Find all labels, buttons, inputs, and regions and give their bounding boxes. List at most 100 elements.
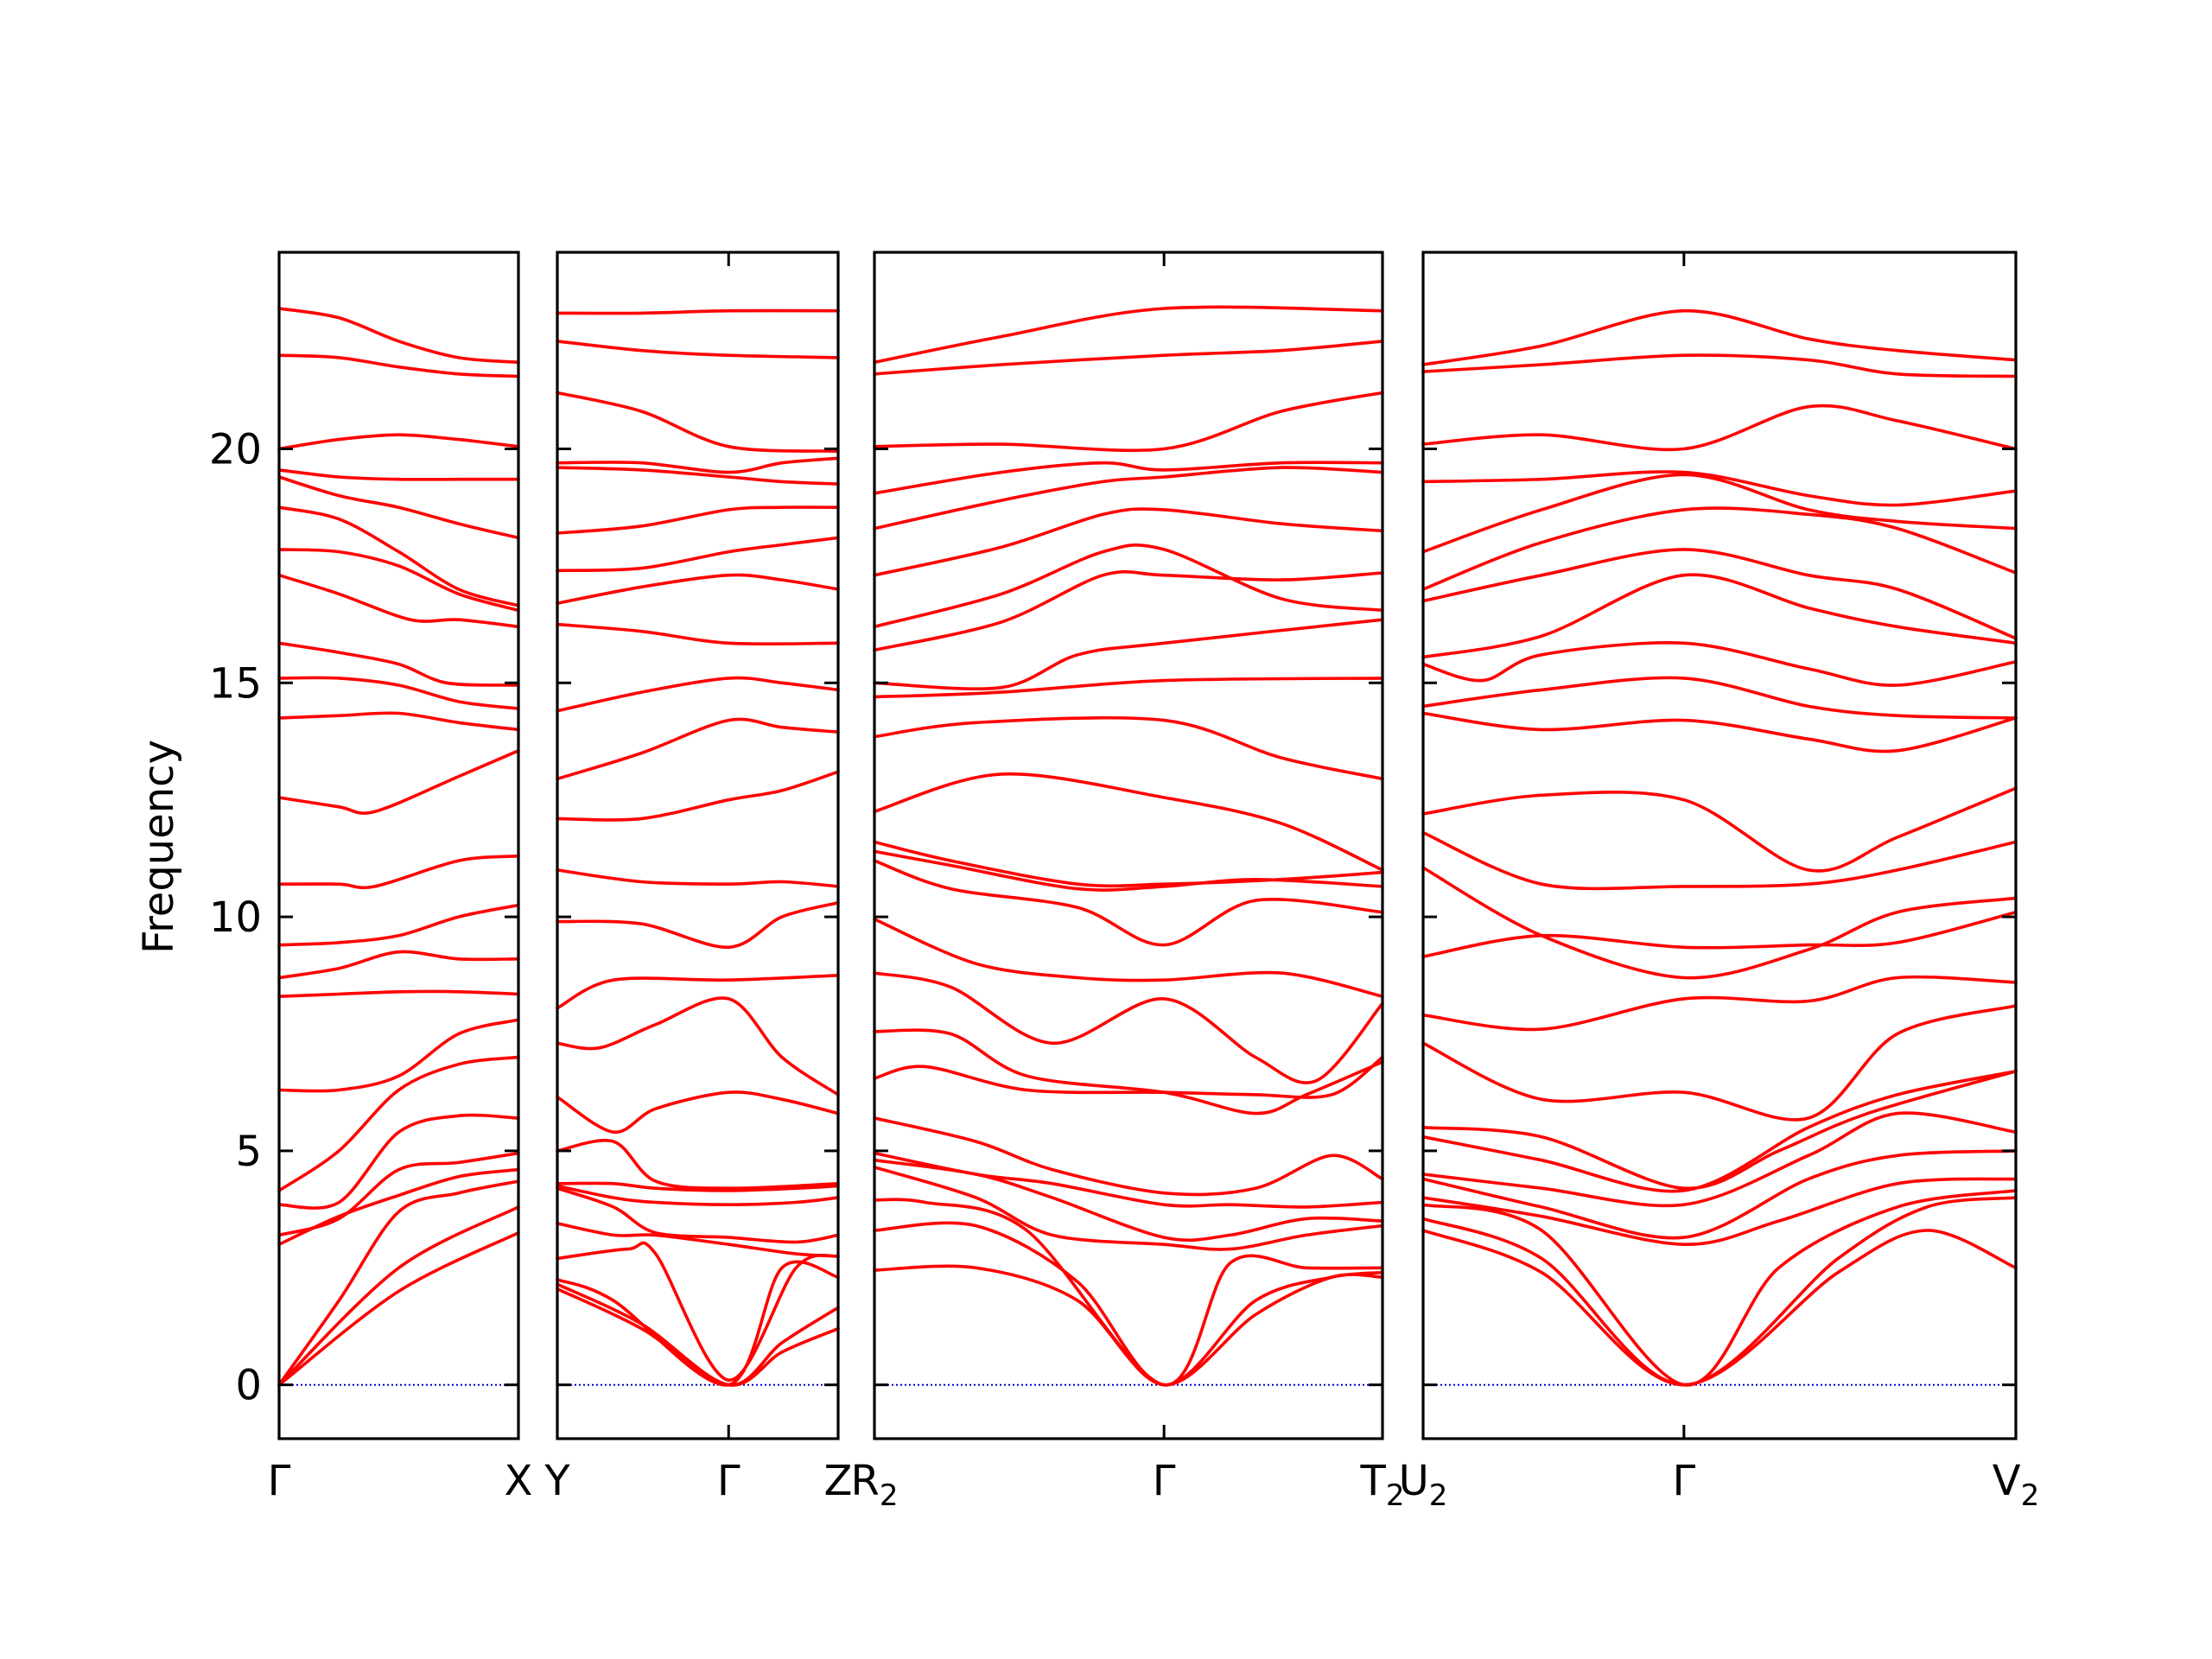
band-line-panel-4-18 [1421, 573, 2018, 659]
band-line-panel-1-21 [277, 468, 520, 481]
k-point-label: R2 [851, 1457, 899, 1513]
y-tick-label: 10 [209, 893, 262, 942]
band-line-panel-1-22 [277, 433, 520, 451]
band-line-panel-2-17 [556, 676, 840, 713]
band-line-panel-2-19 [556, 573, 840, 605]
band-line-panel-4-17 [1421, 641, 2018, 687]
band-line-panel-3-17 [873, 677, 1384, 699]
band-line-panel-2-3 [556, 1260, 840, 1387]
band-line-panel-2-8 [556, 1181, 840, 1192]
band-line-panel-1-13 [277, 749, 520, 815]
band-line-panel-4-21 [1421, 473, 2018, 554]
k-point-label: Γ [268, 1457, 291, 1505]
band-line-panel-1-18 [277, 548, 520, 613]
band-line-panel-1-7 [277, 1055, 520, 1192]
band-line-panel-4-2 [1421, 1196, 2018, 1387]
band-line-panel-4-13 [1421, 830, 2018, 891]
band-line-panel-4-9 [1421, 1004, 2018, 1122]
band-line-panel-4-5 [1421, 1149, 2018, 1240]
band-line-panel-3-21 [873, 507, 1384, 577]
band-line-panel-3-16 [873, 715, 1384, 781]
band-line-panel-4-14 [1421, 786, 2018, 873]
band-line-panel-4-8 [1421, 1070, 2018, 1191]
band-line-panel-1-8 [277, 1018, 520, 1093]
y-tick-label: 0 [235, 1362, 262, 1410]
band-line-panel-3-12 [873, 859, 1384, 947]
k-point-label: Y [543, 1457, 570, 1505]
k-point-label: Γ [717, 1457, 741, 1505]
band-line-panel-3-1 [873, 1264, 1384, 1387]
band-line-panel-2-4 [556, 1241, 840, 1382]
band-line-panel-3-18 [873, 618, 1384, 691]
band-line-panel-3-8 [873, 1055, 1384, 1099]
band-line-panel-3-6 [873, 1151, 1384, 1209]
k-point-label: T2 [1360, 1457, 1405, 1513]
band-line-panel-2-11 [556, 996, 840, 1096]
band-line-panel-4-19 [1421, 548, 2018, 640]
band-line-panel-4-12 [1421, 866, 2018, 980]
y-axis-label: Frequency [135, 740, 183, 954]
panel-frame-1 [277, 251, 520, 1440]
band-line-panel-1-5 [277, 1151, 520, 1237]
band-line-panel-2-14 [556, 868, 840, 888]
band-line-panel-1-10 [277, 950, 520, 980]
band-line-panel-2-13 [556, 901, 840, 950]
band-line-panel-1-23 [277, 353, 520, 378]
band-line-panel-3-20 [873, 543, 1384, 629]
band-line-panel-4-6 [1421, 1111, 2018, 1208]
band-line-panel-3-2 [873, 1221, 1384, 1387]
band-line-panel-1-24 [277, 307, 520, 365]
band-line-panel-2-12 [556, 974, 840, 1010]
y-tick-label: 15 [209, 659, 262, 708]
band-line-panel-3-10 [873, 971, 1384, 1084]
band-line-panel-1-2 [277, 1205, 520, 1387]
band-line-panel-1-11 [277, 903, 520, 947]
band-line-panel-4-16 [1421, 676, 2018, 720]
band-line-panel-2-16 [556, 717, 840, 781]
band-line-panel-2-10 [556, 1090, 840, 1135]
band-line-panel-4-23 [1421, 404, 2018, 452]
band-line-panel-1-1 [277, 1230, 520, 1387]
band-line-panel-4-7 [1421, 1070, 2018, 1193]
band-line-panel-2-24 [556, 391, 840, 453]
band-line-panel-1-6 [277, 1113, 520, 1210]
band-line-panel-4-1 [1421, 1229, 2018, 1387]
band-line-panel-3-23 [873, 461, 1384, 495]
band-line-panel-2-23 [556, 456, 840, 474]
band-line-panel-2-5 [556, 1222, 840, 1258]
band-line-panel-2-25 [556, 340, 840, 359]
y-tick-label: 5 [235, 1128, 262, 1176]
band-line-panel-1-14 [277, 711, 520, 732]
k-point-label: U2 [1399, 1457, 1448, 1513]
band-line-panel-1-20 [277, 475, 520, 540]
band-line-panel-1-9 [277, 989, 520, 998]
k-point-subscript: 2 [1386, 1478, 1405, 1513]
band-line-panel-1-17 [277, 573, 520, 629]
k-point-label: V2 [1993, 1457, 2039, 1513]
band-line-panel-3-9 [873, 1028, 1384, 1116]
band-line-panel-4-20 [1421, 506, 2018, 591]
band-line-panel-3-3 [873, 1198, 1384, 1387]
band-line-panel-2-22 [556, 466, 840, 486]
band-line-panel-1-15 [277, 676, 520, 710]
band-line-panel-3-14 [873, 840, 1384, 888]
k-point-subscript: 2 [1429, 1478, 1448, 1513]
band-line-panel-1-3 [277, 1179, 520, 1387]
band-line-panel-2-15 [556, 770, 840, 822]
y-tick-label: 20 [209, 425, 262, 474]
band-line-panel-4-10 [1421, 975, 2018, 1032]
band-line-panel-4-22 [1421, 470, 2018, 507]
k-point-subscript: 2 [2021, 1478, 2040, 1513]
panel-frame-3 [873, 251, 1384, 1440]
band-line-panel-4-4 [1421, 1177, 2018, 1247]
band-line-panel-2-18 [556, 622, 840, 646]
band-line-panel-3-26 [873, 305, 1384, 365]
band-line-panel-2-9 [556, 1139, 840, 1191]
band-line-panel-1-19 [277, 505, 520, 607]
band-line-panel-2-26 [556, 308, 840, 315]
k-point-label: Γ [1672, 1457, 1695, 1505]
k-point-label: X [505, 1457, 533, 1505]
band-line-panel-3-15 [873, 772, 1384, 872]
band-line-panel-3-7 [873, 1116, 1384, 1197]
